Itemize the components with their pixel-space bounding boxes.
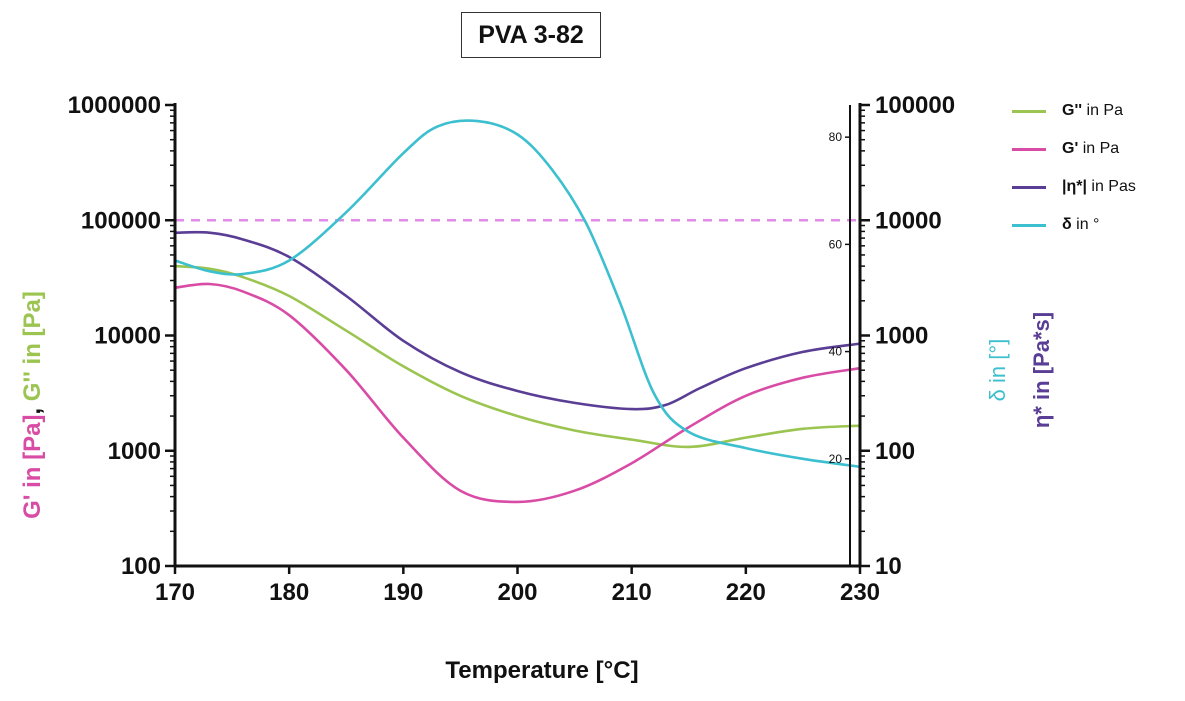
legend: G'' in Pa G' in Pa |η*| in Pas δ in ° <box>1012 92 1136 244</box>
y-axis-delta-label: δ in [°] <box>985 339 1010 402</box>
x-tick-label-3: 200 <box>497 579 537 606</box>
x-tick-label-6: 230 <box>840 579 880 606</box>
legend-swatch <box>1012 223 1046 227</box>
y-delta-tick-label-0: 20 <box>829 452 843 466</box>
x-tick-label-5: 220 <box>726 579 766 606</box>
y-left-tick-label-1: 1000 <box>108 438 161 465</box>
y-delta-tick-label-1: 40 <box>829 345 843 359</box>
y-delta-tick-label-2: 60 <box>829 237 843 251</box>
legend-item-3: δ in ° <box>1012 206 1136 244</box>
chart-title: PVA 3-82 <box>461 12 601 58</box>
y-eta-tick-label-1: 100 <box>875 438 915 465</box>
x-tick-label-0: 170 <box>155 579 195 606</box>
axes-layer: 170 180 190 200 210 220 230 100 1000 10000 100000 1… <box>68 92 956 606</box>
y-left-label-part-2: G'' in [Pa] <box>19 291 46 401</box>
legend-swatch <box>1012 185 1046 189</box>
y-eta-tick-label-4: 100000 <box>875 92 955 119</box>
legend-item-1: G' in Pa <box>1012 130 1136 168</box>
legend-label: G' in Pa <box>1062 140 1120 157</box>
y-left-tick-label-2: 10000 <box>94 323 161 350</box>
legend-swatch <box>1012 147 1046 151</box>
y-eta-tick-label-2: 1000 <box>875 323 928 350</box>
x-axis-label: Temperature [°C] <box>445 657 638 684</box>
legend-label: δ in ° <box>1062 216 1100 233</box>
x-tick-label-1: 180 <box>269 579 309 606</box>
y-delta-tick-label-3: 80 <box>829 130 843 144</box>
y-axis-left-label: G' in [Pa], G'' in [Pa] <box>19 291 46 519</box>
series-layer <box>173 119 862 504</box>
legend-label: |η*| in Pas <box>1062 178 1136 195</box>
y-left-tick-label-3: 100000 <box>81 207 161 234</box>
y-left-label-part-1: , <box>19 401 46 414</box>
y-eta-tick-label-0: 10 <box>875 553 902 580</box>
legend-label: G'' in Pa <box>1062 102 1123 119</box>
x-tick-label-4: 210 <box>612 579 652 606</box>
legend-item-0: G'' in Pa <box>1012 92 1136 130</box>
x-tick-label-2: 190 <box>383 579 423 606</box>
legend-swatch <box>1012 109 1046 113</box>
y-left-tick-label-4: 1000000 <box>68 92 161 119</box>
series-line-0 <box>173 264 862 449</box>
legend-item-2: |η*| in Pas <box>1012 168 1136 206</box>
y-left-label-part-0: G' in [Pa] <box>19 415 46 519</box>
series-line-1 <box>173 282 862 504</box>
y-axis-eta-label: η* in [Pa*s] <box>1029 312 1054 428</box>
series-line-2 <box>173 230 862 411</box>
y-left-tick-label-0: 100 <box>121 553 161 580</box>
series-line-3 <box>173 119 862 469</box>
y-eta-tick-label-3: 10000 <box>875 207 942 234</box>
